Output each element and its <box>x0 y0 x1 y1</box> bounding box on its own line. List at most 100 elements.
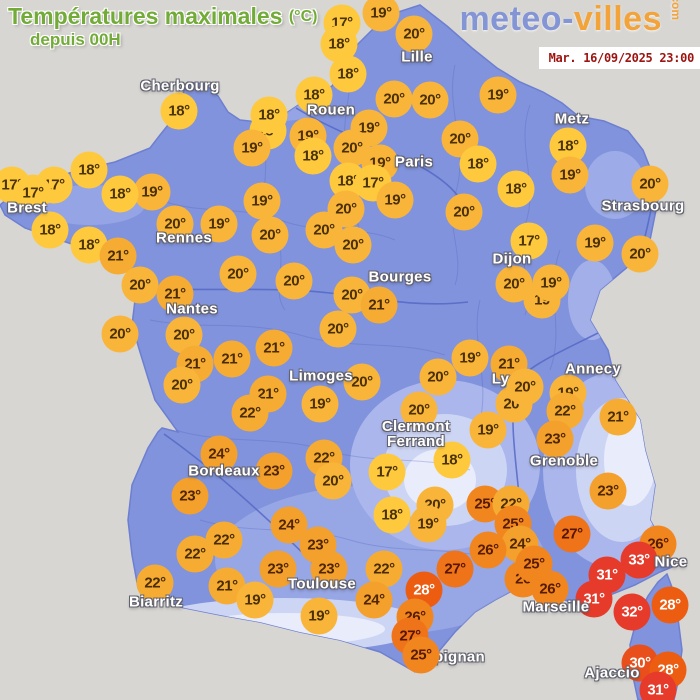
temp-bubble[interactable]: 19° <box>479 76 517 114</box>
temp-bubble[interactable]: 18° <box>70 151 108 189</box>
temp-bubble[interactable]: 20° <box>305 211 343 249</box>
temp-bubble[interactable]: 19° <box>301 385 339 423</box>
temp-bubble[interactable]: 20° <box>445 193 483 231</box>
temp-bubble[interactable]: 18° <box>295 76 333 114</box>
city-label[interactable]: Toulouse <box>288 575 356 593</box>
meteo-villes-logo[interactable]: meteo-villes .com <box>459 0 690 39</box>
temp-bubble[interactable]: 17° <box>14 174 52 212</box>
temp-bubble[interactable]: 20° <box>375 80 413 118</box>
temp-bubble[interactable]: 19° <box>300 597 338 635</box>
temp-bubble[interactable]: 22° <box>365 550 403 588</box>
temp-bubble[interactable]: 19° <box>233 129 271 167</box>
temp-bubble[interactable]: 24° <box>355 581 393 619</box>
temp-bubble[interactable]: 19° <box>243 182 281 220</box>
temp-bubble[interactable]: 21° <box>255 329 293 367</box>
temp-bubble[interactable]: 19° <box>551 156 589 194</box>
temp-bubble[interactable]: 27° <box>436 550 474 588</box>
temp-bubble[interactable]: 31° <box>639 671 677 700</box>
temp-bubble[interactable]: 19° <box>576 224 614 262</box>
temp-bubble[interactable]: 28° <box>651 586 689 624</box>
temp-bubble[interactable]: 18° <box>433 441 471 479</box>
temp-bubble[interactable]: 18° <box>497 170 535 208</box>
temp-bubble[interactable]: 20° <box>163 366 201 404</box>
city-label[interactable]: Strasbourg <box>601 197 685 215</box>
temp-bubble[interactable]: 18° <box>160 92 198 130</box>
temp-bubble[interactable]: 22° <box>231 394 269 432</box>
temp-bubble[interactable]: 19° <box>451 339 489 377</box>
temp-bubble[interactable]: 19° <box>133 173 171 211</box>
city-label[interactable]: Marseille <box>522 598 590 616</box>
temp-bubble[interactable]: 27° <box>553 515 591 553</box>
temp-bubble[interactable]: 20° <box>156 205 194 243</box>
temp-bubble[interactable]: 18° <box>459 145 497 183</box>
temp-bubble[interactable]: 20° <box>101 315 139 353</box>
temp-bubble[interactable]: 23° <box>310 550 348 588</box>
temp-bubble[interactable]: 20° <box>251 216 289 254</box>
city-label[interactable]: Brest <box>7 199 47 217</box>
city-label[interactable]: Biarritz <box>128 593 184 611</box>
temp-bubble[interactable]: 31° <box>575 580 613 618</box>
temp-bubble[interactable]: 23° <box>259 550 297 588</box>
city-label[interactable]: Metz <box>554 110 590 128</box>
city-label[interactable]: Rouen <box>306 101 356 119</box>
temp-bubble[interactable]: 25° <box>402 636 440 674</box>
temp-bubble[interactable]: 19° <box>469 411 507 449</box>
temp-bubble[interactable]: 24° <box>200 435 238 473</box>
temp-bubble[interactable]: 22° <box>136 564 174 602</box>
temp-bubble[interactable]: 18° <box>250 96 288 134</box>
city-label[interactable]: Lille <box>401 48 433 66</box>
temp-bubble[interactable]: 33° <box>620 541 658 579</box>
city-label[interactable]: Grenoble <box>529 452 599 470</box>
temp-bubble[interactable]: 20° <box>219 255 257 293</box>
temp-bubble[interactable]: 20° <box>400 391 438 429</box>
temp-bubble[interactable]: 21° <box>213 340 251 378</box>
city-label[interactable]: Nantes <box>166 300 218 318</box>
city-label[interactable]: Ajaccio <box>584 664 640 682</box>
temp-bubble[interactable]: 20° <box>631 165 669 203</box>
city-label[interactable]: Cherbourg <box>140 77 220 95</box>
temp-bubble[interactable]: 20° <box>495 265 533 303</box>
temp-bubble[interactable]: 20° <box>411 81 449 119</box>
temp-bubble[interactable]: 19° <box>236 581 274 619</box>
temp-bubble[interactable]: 23° <box>536 420 574 458</box>
temp-bubble[interactable]: 20° <box>334 226 372 264</box>
temp-bubble[interactable]: 20° <box>121 266 159 304</box>
city-label[interactable]: Paris <box>394 153 434 171</box>
temp-bubble[interactable]: 20° <box>506 368 544 406</box>
temp-bubble[interactable]: 17° <box>368 453 406 491</box>
temp-bubble[interactable]: 18° <box>101 175 139 213</box>
temp-bubble[interactable]: 19° <box>532 264 570 302</box>
city-label[interactable]: Clermont Ferrand <box>381 418 451 450</box>
temp-bubble[interactable]: 21° <box>360 286 398 324</box>
temp-bubble[interactable]: 20° <box>395 15 433 53</box>
temp-bubble[interactable]: 19° <box>409 505 447 543</box>
temp-bubble[interactable]: 20° <box>275 262 313 300</box>
temp-bubble[interactable]: 21° <box>156 275 194 313</box>
temp-bubble[interactable]: 32° <box>613 593 651 631</box>
temp-bubble[interactable]: 26° <box>469 531 507 569</box>
city-label[interactable]: Nice <box>654 553 688 571</box>
temp-bubble[interactable]: 20° <box>621 235 659 273</box>
temp-bubble[interactable]: 18° <box>31 211 69 249</box>
temp-bubble[interactable]: 26° <box>531 570 569 608</box>
city-label[interactable]: Bourges <box>368 268 432 286</box>
temp-bubble[interactable]: 23° <box>255 452 293 490</box>
temp-bubble[interactable]: 21° <box>599 398 637 436</box>
temp-bubble[interactable]: 22° <box>176 535 214 573</box>
city-label[interactable]: Annecy <box>565 360 621 378</box>
temp-bubble[interactable]: 17° <box>510 222 548 260</box>
temp-bubble[interactable]: 18° <box>373 496 411 534</box>
city-label[interactable]: Limoges <box>289 367 353 385</box>
temp-bubble[interactable]: 20° <box>314 462 352 500</box>
city-label[interactable]: Dijon <box>492 250 532 268</box>
temp-bubble[interactable]: 19° <box>376 181 414 219</box>
city-label[interactable]: Bordeaux <box>188 462 260 480</box>
temp-bubble[interactable]: 18° <box>294 137 332 175</box>
temp-bubble[interactable]: 20° <box>343 363 381 401</box>
city-label[interactable]: Rennes <box>156 229 212 247</box>
temp-bubble[interactable]: 19° <box>200 205 238 243</box>
temp-bubble[interactable]: 18° <box>329 55 367 93</box>
temp-bubble[interactable]: 21° <box>99 237 137 275</box>
temp-bubble[interactable]: 23° <box>589 472 627 510</box>
temp-bubble[interactable]: 20° <box>419 358 457 396</box>
